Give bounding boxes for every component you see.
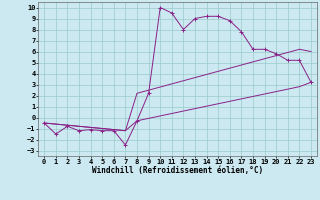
X-axis label: Windchill (Refroidissement éolien,°C): Windchill (Refroidissement éolien,°C): [92, 166, 263, 175]
